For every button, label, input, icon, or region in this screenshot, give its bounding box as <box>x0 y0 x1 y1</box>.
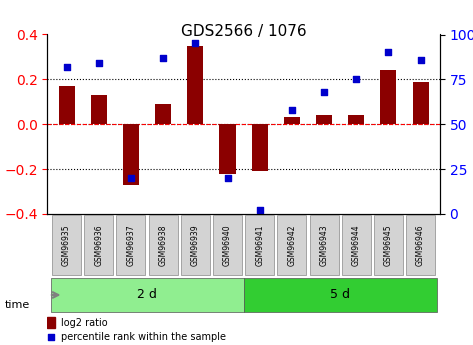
Bar <box>252 124 268 171</box>
Bar <box>187 46 203 124</box>
Text: GSM96946: GSM96946 <box>416 224 425 266</box>
Point <box>417 57 424 62</box>
Bar <box>316 115 332 124</box>
Bar <box>91 95 107 124</box>
Text: GDS2566 / 1076: GDS2566 / 1076 <box>181 24 307 39</box>
Point <box>192 41 199 46</box>
FancyBboxPatch shape <box>181 215 210 275</box>
Bar <box>219 124 236 174</box>
Text: GSM96939: GSM96939 <box>191 224 200 266</box>
Bar <box>47 317 55 328</box>
FancyBboxPatch shape <box>213 215 242 275</box>
FancyBboxPatch shape <box>342 215 371 275</box>
Text: GSM96936: GSM96936 <box>94 224 103 266</box>
Bar <box>155 104 171 124</box>
Point <box>256 208 263 213</box>
Point <box>320 89 328 95</box>
FancyBboxPatch shape <box>52 215 81 275</box>
FancyBboxPatch shape <box>245 215 274 275</box>
Point <box>224 175 231 181</box>
Text: 5 d: 5 d <box>330 288 350 302</box>
Text: GSM96937: GSM96937 <box>126 224 135 266</box>
Text: log2 ratio: log2 ratio <box>61 318 108 328</box>
Text: GSM96941: GSM96941 <box>255 224 264 266</box>
FancyBboxPatch shape <box>374 215 403 275</box>
FancyBboxPatch shape <box>149 215 178 275</box>
FancyBboxPatch shape <box>116 215 146 275</box>
Bar <box>59 86 75 124</box>
Text: GSM96942: GSM96942 <box>288 224 297 266</box>
Bar <box>284 117 300 124</box>
Text: percentile rank within the sample: percentile rank within the sample <box>61 332 226 342</box>
FancyBboxPatch shape <box>277 215 307 275</box>
Bar <box>380 70 396 124</box>
FancyBboxPatch shape <box>244 278 437 312</box>
FancyBboxPatch shape <box>309 215 339 275</box>
Point <box>47 335 55 340</box>
FancyBboxPatch shape <box>84 215 113 275</box>
Bar <box>412 81 429 124</box>
Text: time: time <box>5 300 30 310</box>
Bar <box>123 124 139 185</box>
Text: GSM96940: GSM96940 <box>223 224 232 266</box>
Point <box>288 107 296 112</box>
Text: GSM96944: GSM96944 <box>352 224 361 266</box>
Point <box>63 64 70 70</box>
FancyBboxPatch shape <box>406 215 435 275</box>
Point <box>159 55 167 61</box>
Text: 2 d: 2 d <box>137 288 157 302</box>
Text: GSM96943: GSM96943 <box>320 224 329 266</box>
Point <box>127 175 135 181</box>
Bar <box>348 115 364 124</box>
Point <box>352 77 360 82</box>
FancyBboxPatch shape <box>51 278 244 312</box>
Text: GSM96938: GSM96938 <box>158 224 167 266</box>
Point <box>385 50 392 55</box>
Text: GSM96945: GSM96945 <box>384 224 393 266</box>
Text: GSM96935: GSM96935 <box>62 224 71 266</box>
Point <box>95 60 103 66</box>
